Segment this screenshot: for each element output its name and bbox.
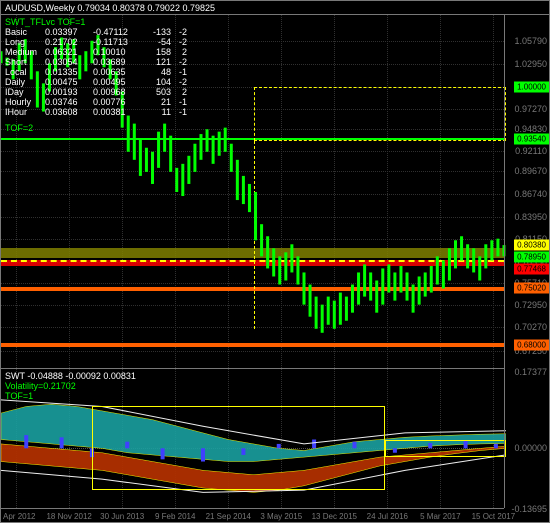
x-tick-label: 3 May 2015 (260, 512, 302, 521)
x-tick-label: 18 Nov 2012 (46, 512, 91, 521)
x-axis: 8 Apr 2012 18 Nov 2012 30 Jun 2013 9 Feb 20… (1, 508, 504, 522)
x-tick-label: 5 Mar 2017 (420, 512, 460, 521)
indicator-panel[interactable]: SWT -0.04888 -0.00092 0.00831Volatility=… (1, 369, 504, 508)
main-price-panel[interactable]: SWT_TFLvc TOF=1Basic0.03397-0.47112-133-… (1, 15, 504, 369)
chart-container: AUDUSD,Weekly 0.79034 0.80378 0.79022 0.… (0, 0, 550, 523)
indicator-header: SWT -0.04888 -0.00092 0.00831Volatility=… (5, 371, 136, 401)
x-tick-label: 13 Dec 2015 (312, 512, 357, 521)
x-tick-label: 15 Oct 2017 (472, 512, 516, 521)
chart-title: AUDUSD,Weekly 0.79034 0.80378 0.79022 0.… (5, 3, 215, 13)
x-tick-label: 21 Sep 2014 (206, 512, 251, 521)
x-tick-label: 24 Jul 2016 (367, 512, 408, 521)
main-y-axis: 1.057901.029501.001100.972700.948300.921… (504, 15, 549, 369)
swt-data-table: SWT_TFLvc TOF=1Basic0.03397-0.47112-133-… (5, 17, 187, 133)
sub-y-axis: 0.173770.00000-0.13695 (504, 369, 549, 508)
x-tick-label: 8 Apr 2012 (0, 512, 35, 521)
x-tick-label: 9 Feb 2014 (155, 512, 195, 521)
title-bar: AUDUSD,Weekly 0.79034 0.80378 0.79022 0.… (1, 1, 549, 15)
x-tick-label: 30 Jun 2013 (100, 512, 144, 521)
